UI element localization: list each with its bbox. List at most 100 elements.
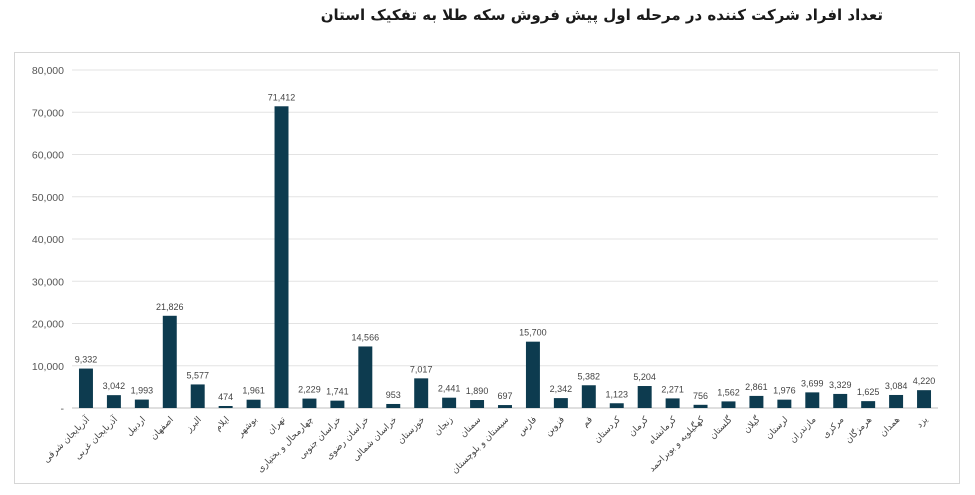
category-label: کردستان (593, 415, 624, 446)
category-label: بوشهر (235, 415, 260, 440)
data-label: 14,566 (352, 332, 380, 342)
bar (721, 401, 736, 408)
category-label: کرمان (627, 415, 651, 439)
data-label: 2,342 (550, 384, 573, 394)
y-tick-label: 10,000 (32, 361, 64, 373)
y-tick-label: - (61, 403, 65, 415)
bar (358, 346, 373, 408)
data-label: 7,017 (410, 364, 433, 374)
category-label: لرستان (764, 415, 790, 441)
bar (805, 392, 820, 408)
category-label: زنجان (433, 415, 456, 438)
category-label: فارس (516, 415, 539, 438)
bar (525, 341, 540, 408)
category-label: اصفهان (149, 415, 176, 442)
data-label: 474 (218, 392, 233, 402)
data-label: 71,412 (268, 92, 296, 102)
data-label: 756 (693, 391, 708, 401)
data-label: 2,441 (438, 384, 461, 394)
data-label: 1,625 (857, 387, 880, 397)
bar (330, 400, 345, 408)
y-axis-ticks: - 10,000 20,000 30,000 40,000 50,000 60,000 70,… (32, 65, 65, 415)
category-label: قم (581, 415, 595, 429)
bars (78, 106, 932, 408)
bar (442, 397, 457, 408)
y-tick-label: 50,000 (32, 192, 64, 204)
y-tick-label: 80,000 (32, 65, 64, 77)
data-label: 3,699 (801, 378, 824, 388)
data-label: 1,976 (773, 386, 796, 396)
bar (470, 400, 485, 408)
data-label: 3,042 (103, 381, 126, 391)
bar (861, 401, 876, 408)
bar (134, 399, 149, 408)
bar (917, 390, 932, 408)
category-label: اردبیل (125, 415, 148, 438)
data-label: 3,084 (885, 381, 908, 391)
data-label: 1,562 (717, 387, 740, 397)
category-label: مرکزی (821, 415, 847, 441)
bar (386, 403, 401, 408)
bar (302, 398, 317, 408)
bar (693, 404, 708, 408)
data-label: 697 (497, 391, 512, 401)
data-label: 953 (386, 390, 401, 400)
data-label: 1,993 (131, 386, 154, 396)
y-tick-label: 20,000 (32, 319, 64, 331)
chart-title: تعداد افراد شرکت کننده در مرحله اول پیش … (320, 6, 883, 24)
category-label: البرز (184, 415, 204, 435)
category-label: تهران (266, 415, 288, 437)
category-label: گیلان (741, 413, 763, 435)
data-label: 2,861 (745, 382, 768, 392)
y-tick-label: 40,000 (32, 234, 64, 246)
data-label: 2,229 (298, 385, 321, 395)
data-label: 1,890 (466, 386, 489, 396)
category-label: مازندران (788, 415, 818, 445)
bar (581, 385, 596, 408)
category-label: یزد (915, 415, 931, 431)
data-label: 1,123 (605, 389, 628, 399)
bar (162, 315, 177, 408)
data-labels: 9,332 3,042 1,993 21,826 5,577 474 1,961 71,412… (75, 92, 936, 402)
bar (833, 393, 848, 408)
bar (218, 405, 233, 408)
data-label: 5,204 (633, 372, 656, 382)
data-label: 1,961 (242, 386, 265, 396)
gridlines (72, 69, 938, 409)
bar (777, 399, 792, 408)
bar (106, 395, 121, 408)
data-label: 1,741 (326, 387, 349, 397)
category-label: خوزستان (396, 415, 427, 446)
bar (274, 106, 289, 408)
bar (609, 403, 624, 408)
bar (246, 399, 261, 408)
category-label: هرمزگان (842, 413, 874, 445)
data-label: 9,332 (75, 355, 98, 365)
bar (190, 384, 205, 408)
category-label: سمنان (459, 415, 484, 440)
data-label: 5,577 (186, 370, 209, 380)
bar (78, 368, 93, 408)
bar (637, 386, 652, 408)
category-label: قزوین (544, 415, 567, 438)
data-label: 15,700 (519, 328, 547, 338)
bar (498, 405, 512, 408)
bar (749, 395, 764, 408)
y-tick-label: 60,000 (32, 150, 64, 162)
data-label: 3,329 (829, 380, 852, 390)
data-label: 4,220 (913, 376, 936, 386)
data-label: 2,271 (661, 384, 684, 394)
category-label: گلستان (707, 413, 735, 441)
y-tick-label: 30,000 (32, 276, 64, 288)
data-label: 21,826 (156, 302, 184, 312)
bar (889, 394, 904, 408)
y-tick-label: 70,000 (32, 107, 64, 119)
bar (665, 398, 680, 408)
data-label: 5,382 (578, 371, 601, 381)
bar (414, 378, 429, 408)
category-label: ایلام (213, 415, 231, 433)
chart-frame (14, 52, 960, 484)
bar (553, 398, 568, 408)
